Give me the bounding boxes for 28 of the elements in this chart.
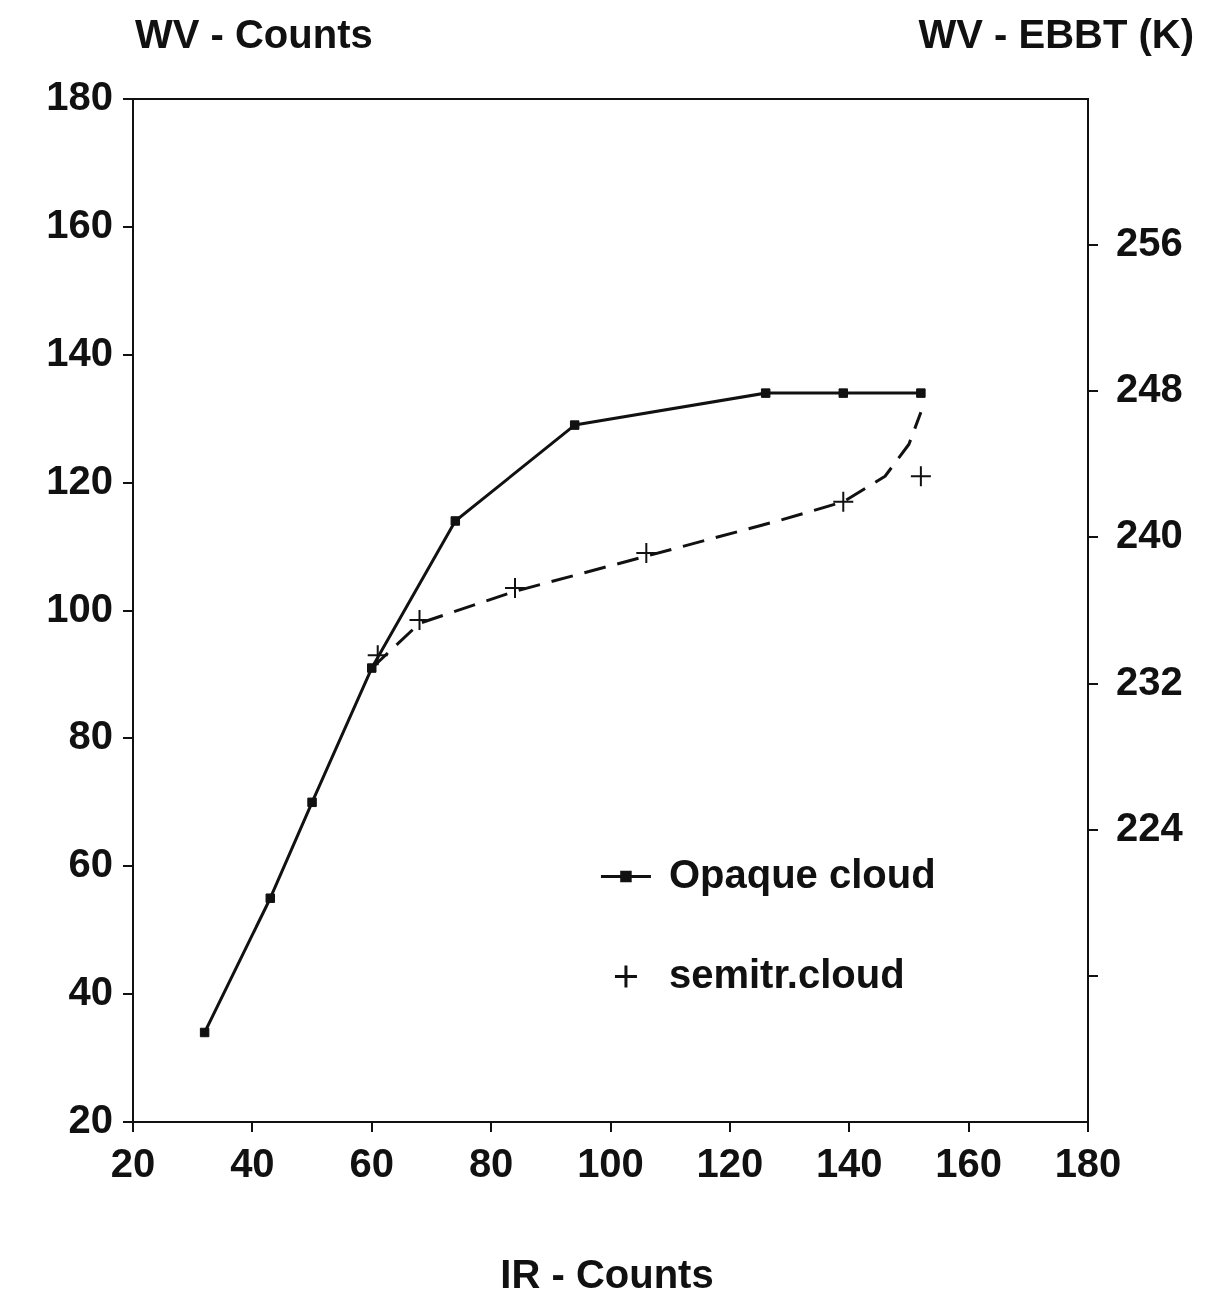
x-axis-title: IR - Counts	[499, 1252, 715, 1297]
y-tick-label: 100	[46, 585, 113, 630]
y2-tick-label: 224	[1116, 804, 1184, 849]
x-tick-label: 20	[110, 1141, 156, 1186]
y-tick-label: 140	[46, 329, 113, 374]
y-tick-label: 60	[68, 841, 113, 886]
x-tick-label: 60	[349, 1141, 394, 1186]
y2-tick-label: 248	[1116, 366, 1183, 411]
x-tick-label: 160	[935, 1141, 1002, 1186]
legend-label: Opaque cloud	[668, 851, 936, 896]
y2-axis-title: WV - EBBT (K)	[918, 12, 1194, 57]
y2-tick-label: 256	[1116, 220, 1183, 265]
y-tick-label: 40	[68, 969, 113, 1014]
legend-label: semitr.cloud	[668, 951, 905, 996]
y2-tick-label: 232	[1116, 658, 1183, 703]
y2-tick-label: 240	[1116, 512, 1183, 557]
x-tick-label: 100	[577, 1141, 644, 1186]
x-tick-label: 180	[1054, 1141, 1122, 1186]
x-tick-label: 140	[815, 1141, 883, 1186]
y-tick-label: 20	[68, 1097, 113, 1142]
x-tick-label: 80	[468, 1141, 514, 1186]
y-tick-label: 120	[46, 457, 113, 502]
x-tick-label: 120	[696, 1141, 764, 1186]
y-tick-label: 80	[68, 713, 113, 758]
x-tick-label: 40	[230, 1141, 275, 1186]
y-axis-title: WV - Counts	[135, 12, 373, 57]
y-tick-label: 180	[46, 74, 113, 119]
y-tick-label: 160	[46, 201, 113, 246]
